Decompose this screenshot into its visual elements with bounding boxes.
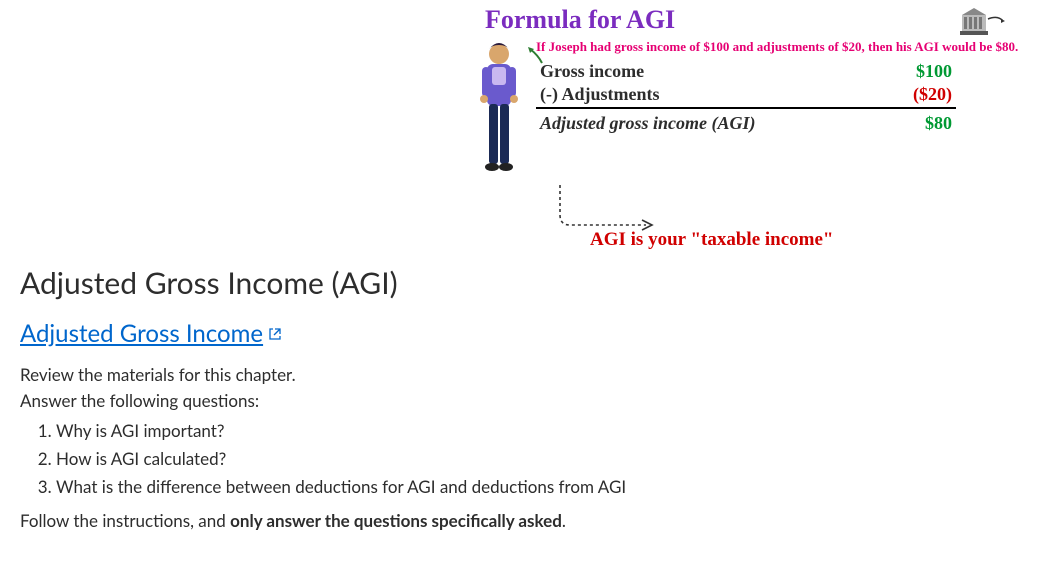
person-illustration-icon <box>470 39 530 193</box>
formula-value: $100 <box>916 61 952 82</box>
question-list: Why is AGI important? How is AGI calcula… <box>20 417 1020 502</box>
taxable-income-note: AGI is your "taxable income" <box>590 229 1030 251</box>
formula-value: $80 <box>925 113 952 134</box>
list-item: Why is AGI important? <box>56 417 1020 445</box>
external-link-icon <box>269 328 281 340</box>
closing-line: Follow the instructions, and only answer… <box>20 508 1020 534</box>
formula-table: Gross income $100 (-) Adjustments ($20) … <box>536 59 956 134</box>
link-text: Adjusted Gross Income <box>20 319 263 348</box>
closing-suffix: . <box>562 510 566 531</box>
formula-divider <box>536 107 956 109</box>
formula-label: (-) Adjustments <box>540 84 660 105</box>
formula-label: Gross income <box>540 61 644 82</box>
formula-row-gross: Gross income $100 <box>536 59 956 82</box>
formula-figure: Formula for AGI <box>470 5 1030 251</box>
formula-row-adjustments: (-) Adjustments ($20) <box>536 82 956 105</box>
page-title: Adjusted Gross Income (AGI) <box>20 265 1020 301</box>
formula-row-agi: Adjusted gross income (AGI) $80 <box>536 111 956 134</box>
closing-bold: only answer the questions specifically a… <box>230 510 562 531</box>
formula-label: Adjusted gross income (AGI) <box>540 113 756 134</box>
example-caption: If Joseph had gross income of $100 and a… <box>536 39 1030 55</box>
intro-line-1: Review the materials for this chapter. <box>20 362 1020 388</box>
closing-prefix: Follow the instructions, and <box>20 510 230 531</box>
formula-value: ($20) <box>913 84 952 105</box>
adjusted-gross-income-link[interactable]: Adjusted Gross Income <box>20 319 281 348</box>
intro-line-2: Answer the following questions: <box>20 388 1020 414</box>
content-body: Adjusted Gross Income (AGI) Adjusted Gro… <box>20 265 1020 534</box>
list-item: How is AGI calculated? <box>56 445 1020 473</box>
leaf-pointer-icon <box>528 47 544 65</box>
list-item: What is the difference between deduction… <box>56 473 1020 501</box>
